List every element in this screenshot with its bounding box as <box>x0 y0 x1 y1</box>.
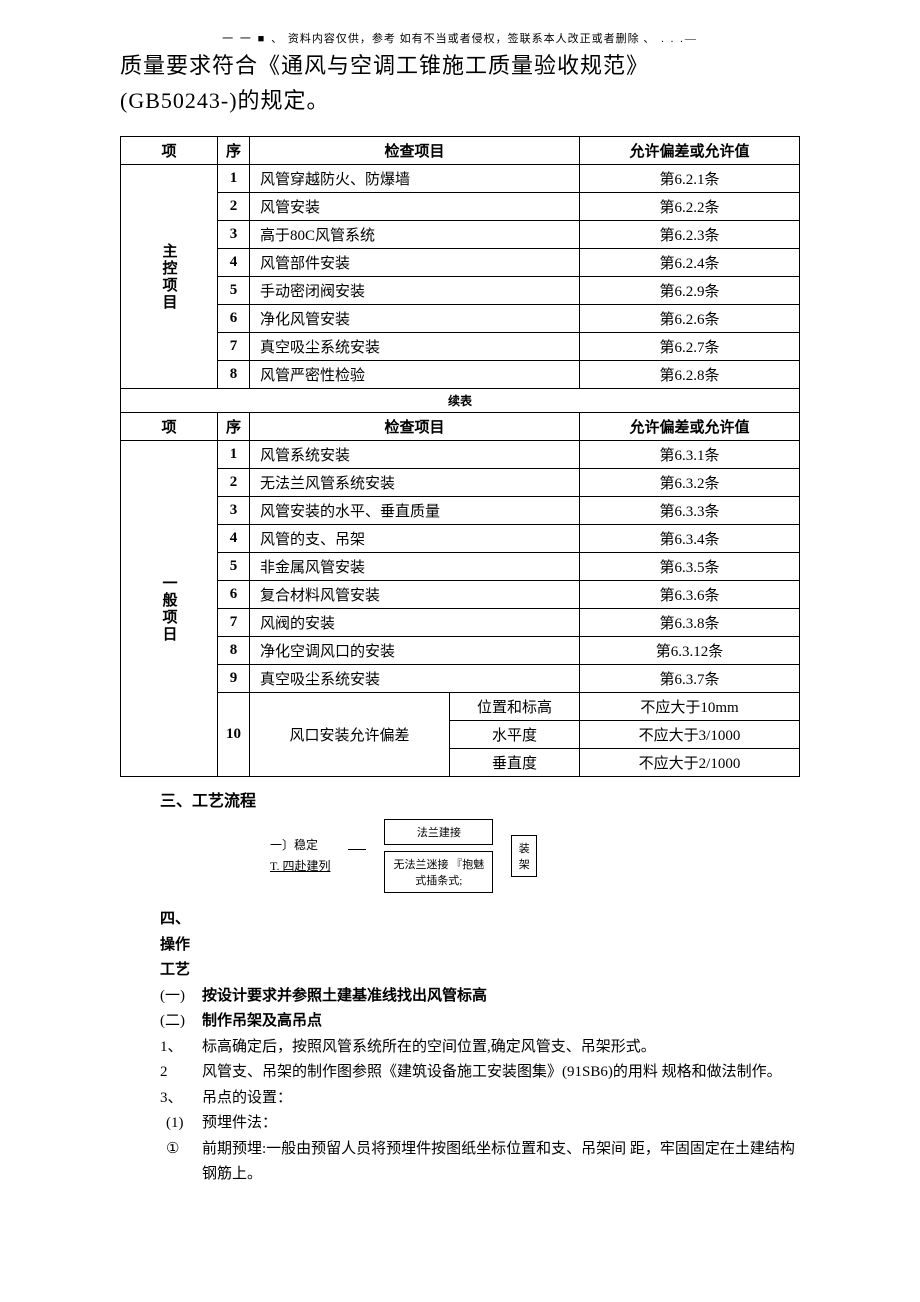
item-marker: 3、 <box>160 1086 202 1112</box>
table-row: 3高于80C风管系统第6.2.3条 <box>121 221 800 249</box>
title-line-1: 质量要求符合《通风与空调工锥施工质量验收规范》 <box>120 48 800 83</box>
process-flow-diagram: 一〕稳定 T. 四赴建列 法兰建接 无法兰迷接 『抱魅式插条式; 装架 <box>270 819 800 893</box>
item-marker: ① <box>160 1137 202 1163</box>
th-category: 项 <box>121 413 218 441</box>
title-line-2: (GB50243-)的规定。 <box>120 83 800 118</box>
table-row: 8风管严密性检验第6.2.8条 <box>121 361 800 389</box>
th-value: 允许偏差或允许值 <box>580 413 800 441</box>
flow-box: 无法兰迷接 『抱魅式插条式; <box>384 851 493 893</box>
inspection-table: 项 序 检查项目 允许偏差或允许值 主控项目 1 风管穿越防火、防爆墙 第6.2… <box>120 136 800 777</box>
table-header-row-2: 项 序 检查项目 允许偏差或允许值 <box>121 413 800 441</box>
table-header-row: 项 序 检查项目 允许偏差或允许值 <box>121 137 800 165</box>
table-row: 2无法兰风管系统安装第6.3.2条 <box>121 469 800 497</box>
table-row: 主控项目 1 风管穿越防火、防爆墙 第6.2.1条 <box>121 165 800 193</box>
item-text: 吊点的设置： <box>202 1086 800 1112</box>
item-text: 标高确定后，按照风管系统所在的空间位置,确定风管支、吊架形式。 <box>202 1035 800 1061</box>
table-row: 6净化风管安装第6.2.6条 <box>121 305 800 333</box>
item-marker: (二) <box>160 1009 202 1035</box>
table-row: 5非金属风管安装第6.3.5条 <box>121 553 800 581</box>
item-marker: 1、 <box>160 1035 202 1061</box>
item-marker: (1) <box>160 1111 202 1137</box>
th-value: 允许偏差或允许值 <box>580 137 800 165</box>
content-section-4: 四、 操作工艺 (一) 按设计要求并参照土建基准线找出风管标高 (二) 制作吊架… <box>160 907 800 1188</box>
th-item: 检查项目 <box>250 137 580 165</box>
item-text: 风管支、吊架的制作图参照《建筑设备施工安装图集》(91SB6)的用料 规格和做法… <box>202 1060 800 1086</box>
table-row: 6复合材料风管安装第6.3.6条 <box>121 581 800 609</box>
table-row: 10 风口安装允许偏差 位置和标高 不应大于10mm <box>121 693 800 721</box>
item-text: 按设计要求并参照土建基准线找出风管标高 <box>202 984 800 1010</box>
table-row: 9真空吸尘系统安装第6.3.7条 <box>121 665 800 693</box>
table-row: 7风阀的安装第6.3.8条 <box>121 609 800 637</box>
table-row: 4风管的支、吊架第6.3.4条 <box>121 525 800 553</box>
title-block: 质量要求符合《通风与空调工锥施工质量验收规范》 (GB50243-)的规定。 <box>120 48 800 118</box>
flow-box: 法兰建接 <box>384 819 493 845</box>
continuation-row: 续表 <box>121 389 800 413</box>
table-row: 8净化空调风口的安装第6.3.12条 <box>121 637 800 665</box>
th-category: 项 <box>121 137 218 165</box>
flow-left-labels: 一〕稳定 T. 四赴建列 <box>270 835 330 878</box>
table-row: 一般项日 1 风管系统安装 第6.3.1条 <box>121 441 800 469</box>
item-text: 前期预埋:一般由预留人员将预埋件按图纸坐标位置和支、吊架间 距，牢固固定在土建结… <box>202 1137 800 1188</box>
category-general: 一般项日 <box>121 441 218 777</box>
table-row: 3风管安装的水平、垂直质量第6.3.3条 <box>121 497 800 525</box>
section-4-heading: 四、 操作工艺 <box>160 911 190 978</box>
table-row: 4风管部件安装第6.2.4条 <box>121 249 800 277</box>
th-seq: 序 <box>218 137 250 165</box>
section-3-heading: 三、工艺流程 <box>160 787 800 811</box>
th-seq: 序 <box>218 413 250 441</box>
item-text: 预埋件法： <box>202 1111 800 1137</box>
table-row: 5手动密闭阀安装第6.2.9条 <box>121 277 800 305</box>
item-marker: (一) <box>160 984 202 1010</box>
page-header-note: 一 一 ■ 、 资料内容仅供，参考 如有不当或者侵权，签联系本人改正或者删除 、… <box>120 30 800 46</box>
flow-middle-boxes: 法兰建接 无法兰迷接 『抱魅式插条式; <box>384 819 493 893</box>
flow-box-small: 装架 <box>511 835 537 877</box>
category-main: 主控项目 <box>121 165 218 389</box>
table-row: 2风管安装第6.2.2条 <box>121 193 800 221</box>
item-marker: 2 <box>160 1060 202 1086</box>
flow-connector-icon <box>348 849 366 850</box>
th-item: 检查项目 <box>250 413 580 441</box>
table-row: 7真空吸尘系统安装第6.2.7条 <box>121 333 800 361</box>
item-text: 制作吊架及高吊点 <box>202 1009 800 1035</box>
